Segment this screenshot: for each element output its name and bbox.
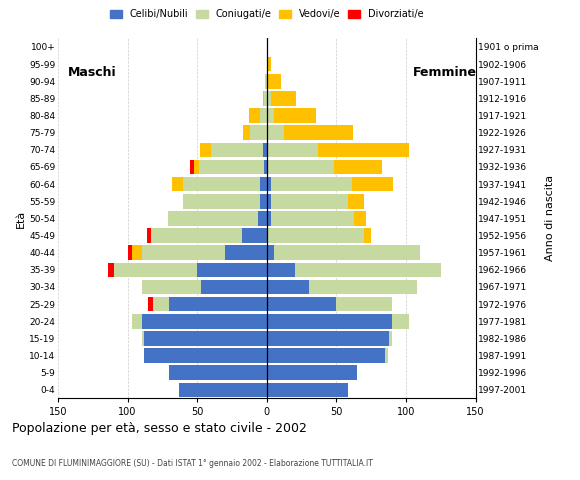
Y-axis label: Età: Età <box>16 209 26 228</box>
Bar <box>264 91 267 106</box>
Bar <box>364 228 371 243</box>
Bar <box>142 331 144 346</box>
Bar <box>274 245 420 260</box>
Bar <box>194 160 198 174</box>
Bar <box>267 74 281 88</box>
Bar <box>190 160 194 174</box>
Bar <box>183 194 260 208</box>
Bar <box>259 211 267 226</box>
Bar <box>336 297 392 312</box>
Bar <box>169 297 267 312</box>
Bar <box>266 74 267 88</box>
Bar <box>267 143 318 157</box>
Bar <box>211 143 263 157</box>
Legend: Celibi/Nubili, Coniugati/e, Vedovi/e, Divorziati/e: Celibi/Nubili, Coniugati/e, Vedovi/e, Di… <box>108 7 425 21</box>
Text: Maschi: Maschi <box>68 66 117 79</box>
Bar <box>274 108 316 123</box>
Bar <box>334 160 382 174</box>
Bar <box>201 280 267 294</box>
Bar <box>142 280 201 294</box>
Bar <box>148 297 153 312</box>
Bar <box>144 331 267 346</box>
Bar <box>147 228 151 243</box>
Bar <box>168 211 259 226</box>
Bar <box>271 91 296 106</box>
Bar <box>128 245 132 260</box>
Bar <box>267 91 271 106</box>
Bar <box>351 177 393 192</box>
Bar <box>267 194 271 208</box>
Bar <box>347 194 364 208</box>
Bar <box>389 331 392 346</box>
Bar <box>200 143 211 157</box>
Bar <box>267 383 347 397</box>
Bar <box>267 228 364 243</box>
Text: Popolazione per età, sesso e stato civile - 2002: Popolazione per età, sesso e stato civil… <box>12 422 306 435</box>
Bar <box>263 91 264 106</box>
Bar <box>284 125 353 140</box>
Bar <box>267 348 385 363</box>
Bar <box>260 108 267 123</box>
Bar <box>225 245 267 260</box>
Bar <box>142 245 225 260</box>
Bar <box>132 245 142 260</box>
Bar <box>267 297 336 312</box>
Bar <box>267 211 271 226</box>
Y-axis label: Anno di nascita: Anno di nascita <box>545 175 554 262</box>
Bar <box>198 160 264 174</box>
Bar <box>179 383 267 397</box>
Bar <box>392 314 409 328</box>
Bar <box>267 160 334 174</box>
Bar <box>172 177 183 192</box>
Bar <box>267 177 271 192</box>
Bar <box>197 263 267 277</box>
Bar <box>267 245 274 260</box>
Bar <box>295 263 441 277</box>
Bar <box>267 314 392 328</box>
Bar <box>108 263 114 277</box>
Bar <box>309 280 417 294</box>
Bar <box>271 211 354 226</box>
Bar <box>114 263 197 277</box>
Bar <box>260 177 267 192</box>
Bar <box>151 228 242 243</box>
Text: Femmine: Femmine <box>413 66 477 79</box>
Bar <box>271 177 351 192</box>
Bar <box>243 125 250 140</box>
Text: COMUNE DI FLUMINIMAGGIORE (SU) - Dati ISTAT 1° gennaio 2002 - Elaborazione TUTTI: COMUNE DI FLUMINIMAGGIORE (SU) - Dati IS… <box>12 458 372 468</box>
Bar <box>267 331 389 346</box>
Bar <box>242 228 267 243</box>
Bar <box>264 160 267 174</box>
Bar <box>267 108 274 123</box>
Bar <box>267 365 357 380</box>
Bar <box>153 297 169 312</box>
Bar <box>144 348 267 363</box>
Bar <box>267 263 295 277</box>
Bar <box>260 194 267 208</box>
Bar <box>385 348 388 363</box>
Bar <box>267 280 309 294</box>
Bar <box>267 57 271 72</box>
Bar <box>142 314 267 328</box>
Bar <box>132 314 142 328</box>
Bar <box>183 177 260 192</box>
Bar <box>249 108 260 123</box>
Bar <box>354 211 365 226</box>
Bar <box>169 365 267 380</box>
Bar <box>250 125 267 140</box>
Bar <box>263 143 267 157</box>
Bar <box>267 125 284 140</box>
Bar <box>271 194 347 208</box>
Bar <box>318 143 409 157</box>
